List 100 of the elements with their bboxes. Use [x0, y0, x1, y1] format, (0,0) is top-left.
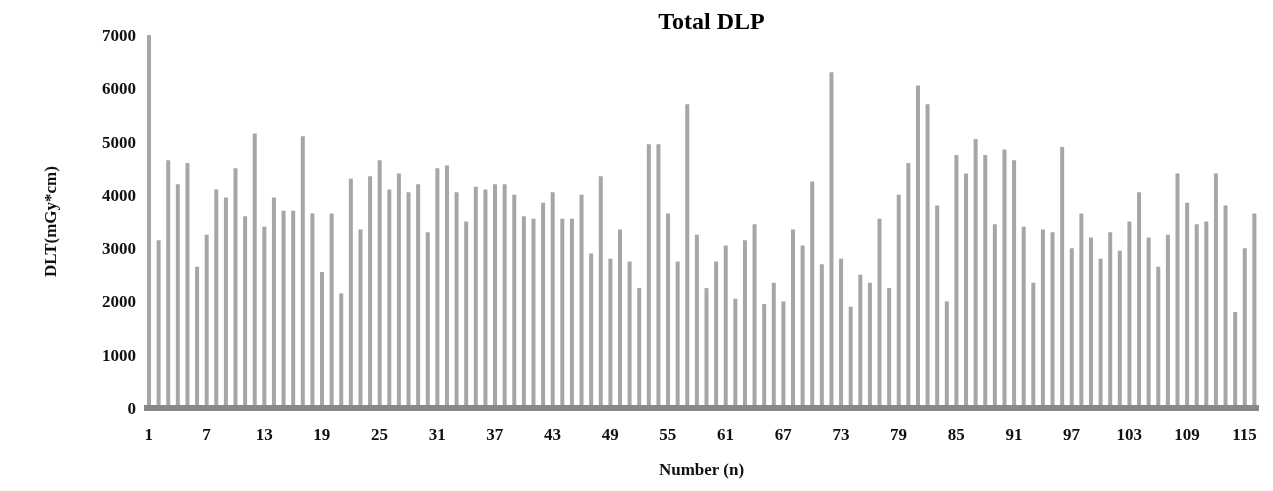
bar	[1223, 205, 1228, 408]
y-tick-label: 7000	[102, 26, 136, 46]
bar	[1242, 248, 1247, 408]
y-tick-label: 4000	[102, 185, 136, 205]
bar	[406, 192, 411, 408]
bar	[444, 165, 449, 408]
bar	[867, 282, 872, 408]
bar	[320, 272, 325, 408]
bar	[1117, 250, 1122, 408]
bar	[627, 261, 632, 408]
x-tick-label: 25	[371, 425, 388, 445]
x-tick-label: 85	[947, 425, 965, 445]
bar	[560, 218, 565, 408]
bar	[617, 229, 622, 408]
bar	[1165, 234, 1170, 408]
x-tick-label: 103	[1116, 425, 1142, 445]
bar	[1233, 312, 1238, 408]
bar	[1031, 282, 1036, 408]
bar	[1156, 266, 1161, 408]
bar	[1021, 226, 1026, 408]
bar	[1040, 229, 1045, 408]
bar	[416, 184, 421, 408]
bar	[694, 234, 699, 408]
bar	[887, 288, 892, 408]
x-axis-title: Number (n)	[658, 460, 745, 479]
x-tick-label: 37	[486, 425, 504, 445]
chart-title: Total DLP	[658, 8, 765, 34]
y-tick-label: 5000	[102, 132, 136, 152]
bar	[1098, 258, 1103, 408]
bar	[156, 240, 161, 408]
x-tick-label: 61	[717, 425, 735, 445]
bar	[915, 85, 920, 408]
bar	[387, 189, 392, 408]
bar	[819, 264, 824, 408]
bar	[368, 176, 373, 408]
bar	[925, 104, 930, 408]
bar	[550, 192, 555, 408]
bar	[1012, 160, 1017, 408]
bar	[896, 194, 901, 408]
bar	[300, 136, 305, 408]
bar	[1050, 232, 1055, 408]
bar	[964, 173, 969, 408]
bar	[733, 298, 738, 408]
bar	[675, 261, 680, 408]
bar	[175, 184, 180, 408]
bar	[704, 288, 709, 408]
x-tick-label: 13	[255, 425, 273, 445]
bar	[262, 226, 267, 408]
bar	[666, 213, 671, 408]
x-tick-label: 97	[1063, 425, 1081, 445]
bar	[358, 229, 363, 408]
bar	[637, 288, 642, 408]
bar	[752, 224, 757, 408]
bar	[1146, 237, 1151, 408]
bar	[598, 176, 603, 408]
bar	[791, 229, 796, 408]
bar	[185, 162, 190, 408]
bar	[271, 197, 276, 408]
bar	[800, 245, 805, 408]
bar	[243, 216, 248, 408]
bar	[579, 194, 584, 408]
bar	[810, 181, 815, 408]
bar	[1204, 221, 1209, 408]
bar	[310, 213, 315, 408]
bar	[252, 133, 257, 408]
bar	[425, 232, 430, 408]
bar	[512, 194, 517, 408]
bar	[1108, 232, 1113, 408]
bar	[291, 210, 296, 408]
bar	[166, 160, 171, 408]
y-tick-label: 1000	[102, 345, 136, 365]
bar	[983, 154, 988, 408]
bar	[742, 240, 747, 408]
bar	[848, 306, 853, 408]
bar	[714, 261, 719, 408]
bar	[541, 202, 546, 408]
bar	[281, 210, 286, 408]
bar	[1213, 173, 1218, 408]
bar	[483, 189, 488, 408]
x-tick-label: 73	[832, 425, 850, 445]
bar	[1002, 149, 1007, 408]
bar	[348, 178, 353, 408]
x-tick-label: 67	[774, 425, 793, 445]
x-tick-label: 43	[544, 425, 562, 445]
bar	[656, 144, 661, 408]
bar	[396, 173, 401, 408]
bar	[531, 218, 536, 408]
bar	[771, 282, 776, 408]
bar	[1069, 248, 1074, 408]
bar	[762, 304, 767, 408]
x-tick-label: 7	[202, 425, 212, 445]
bar	[329, 213, 334, 408]
bar	[377, 160, 382, 408]
bar	[339, 293, 344, 408]
bar	[502, 184, 507, 408]
y-axis-title: DLT(mGy*cm)	[41, 166, 61, 277]
bar	[569, 218, 574, 408]
x-tick-label: 49	[601, 425, 619, 445]
y-tick-label: 2000	[102, 292, 136, 312]
bar	[1127, 221, 1132, 408]
